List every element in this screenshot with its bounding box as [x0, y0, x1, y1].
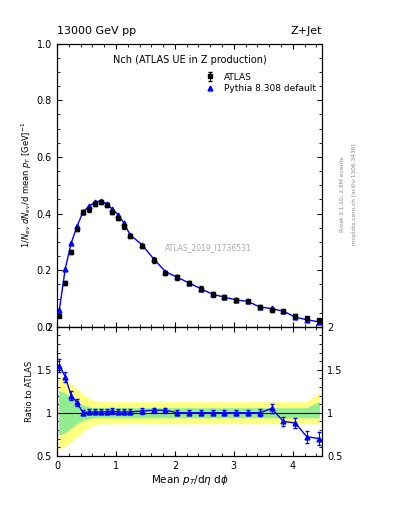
- Y-axis label: Ratio to ATLAS: Ratio to ATLAS: [25, 360, 34, 422]
- Text: Z+Jet: Z+Jet: [291, 26, 322, 36]
- Text: ATLAS_2019_I1736531: ATLAS_2019_I1736531: [165, 243, 252, 252]
- Legend: ATLAS, Pythia 8.308 default: ATLAS, Pythia 8.308 default: [201, 71, 318, 95]
- Y-axis label: $1/N_{ev}$ $dN_{ev}$/d mean $p_T$ [GeV]$^{-1}$: $1/N_{ev}$ $dN_{ev}$/d mean $p_T$ [GeV]$…: [20, 122, 34, 248]
- Text: mcplots.cern.ch [arXiv:1306.3436]: mcplots.cern.ch [arXiv:1306.3436]: [352, 144, 357, 245]
- Text: Rivet 3.1.10, 2.8M events: Rivet 3.1.10, 2.8M events: [340, 157, 345, 232]
- X-axis label: Mean $p_T$/d$\eta$ d$\phi$: Mean $p_T$/d$\eta$ d$\phi$: [151, 473, 229, 487]
- Text: 13000 GeV pp: 13000 GeV pp: [57, 26, 136, 36]
- Text: Nch (ATLAS UE in Z production): Nch (ATLAS UE in Z production): [113, 55, 266, 65]
